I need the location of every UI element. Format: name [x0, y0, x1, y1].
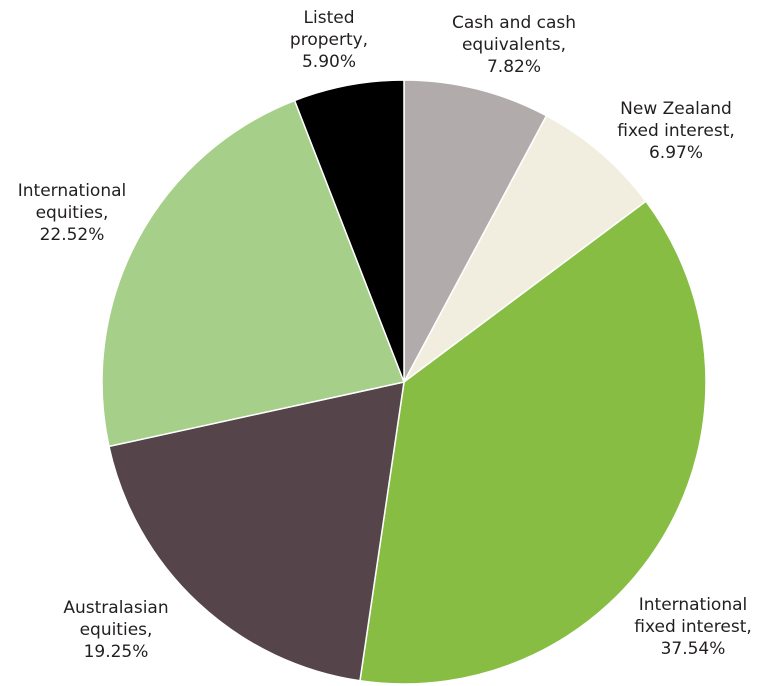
label-international-fixed-interest-line-1: International: [638, 595, 748, 615]
label-cash-line-2: equivalents,: [461, 35, 567, 55]
label-australasian-equities: Australasian equities, 19.25%: [63, 597, 168, 663]
label-australasian-equities-line-2: equities,: [79, 620, 153, 640]
label-listed-property: Listed property, 5.90%: [290, 7, 368, 73]
label-listed-property-line-2: property,: [289, 30, 369, 50]
pie-slice-listed-property: [293, 79, 405, 383]
label-international-equities-value: 22.52%: [39, 225, 105, 245]
label-australasian-equities-value: 19.25%: [83, 642, 149, 662]
label-international-fixed-interest: International fixed interest, 37.54%: [634, 594, 752, 660]
label-international-equities: International equities, 22.52%: [18, 180, 127, 246]
label-cash-line-1: Cash and cash: [451, 13, 577, 33]
pie-slice-cash: [403, 79, 548, 383]
pie-slice-nz-fixed-interest: [403, 114, 648, 383]
label-nz-fixed-interest-line-2: fixed interest,: [617, 121, 735, 141]
label-nz-fixed-interest: New Zealand fixed interest, 6.97%: [617, 98, 735, 164]
pie-slice-australasian-equities: [108, 381, 405, 682]
label-cash: Cash and cash equivalents, 7.82%: [452, 12, 576, 78]
label-international-equities-line-2: equities,: [35, 203, 109, 223]
label-australasian-equities-line-1: Australasian: [63, 598, 169, 618]
pie-slice-international-equities: [101, 99, 406, 448]
label-nz-fixed-interest-line-1: New Zealand: [620, 99, 732, 119]
label-international-fixed-interest-value: 37.54%: [660, 639, 726, 659]
pie-slice-international-fixed-interest: [359, 200, 707, 685]
label-listed-property-line-1: Listed: [303, 8, 355, 28]
label-cash-value: 7.82%: [486, 57, 542, 77]
label-nz-fixed-interest-value: 6.97%: [648, 143, 703, 163]
label-international-equities-line-1: International: [17, 181, 127, 201]
label-international-fixed-interest-line-2: fixed interest,: [634, 617, 752, 637]
label-listed-property-value: 5.90%: [301, 52, 356, 72]
